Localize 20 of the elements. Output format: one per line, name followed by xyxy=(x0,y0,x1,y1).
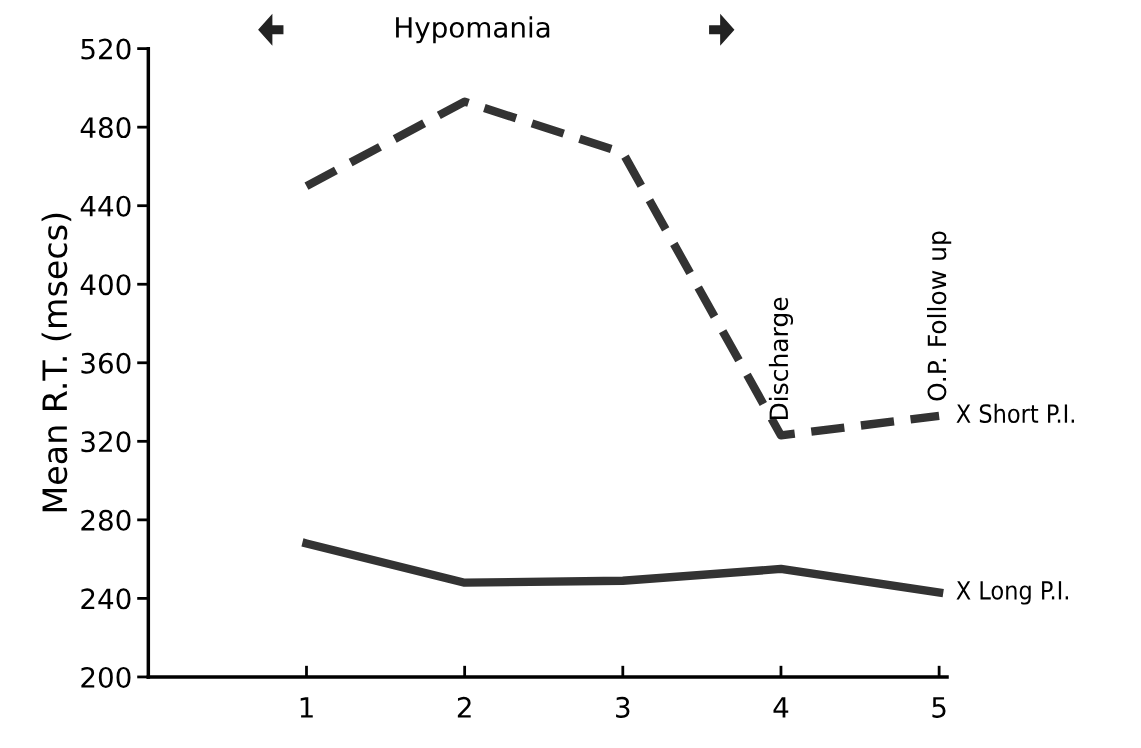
series-label: X Long P.I. xyxy=(956,581,1069,605)
x-tick-label: 5 xyxy=(932,697,946,718)
x-tick-label: 4 xyxy=(773,697,789,718)
annotation: Discharge xyxy=(768,297,794,420)
y-tick-label: 200 xyxy=(81,666,131,688)
y-tick-label: 240 xyxy=(81,588,131,610)
x-tick-label: 1 xyxy=(300,697,313,718)
x-tick-label: 2 xyxy=(457,696,471,718)
y-tick-label: 320 xyxy=(81,431,131,453)
y-tick-label: 280 xyxy=(81,509,131,531)
text: Hypomania xyxy=(396,16,550,44)
y-tick-label: 400 xyxy=(80,274,131,296)
y-tick-label: 520 xyxy=(81,38,131,60)
series-label: X Short P.I. xyxy=(956,403,1074,424)
y-tick-label: 480 xyxy=(80,117,131,139)
y-tick-label: 440 xyxy=(80,195,131,217)
y-tick-label: 360 xyxy=(81,352,131,374)
y-axis-title: Mean R.T. (msecs) xyxy=(41,213,72,512)
x-tick-label: 3 xyxy=(616,696,630,718)
annotation: O.P. Follow up xyxy=(927,231,952,401)
